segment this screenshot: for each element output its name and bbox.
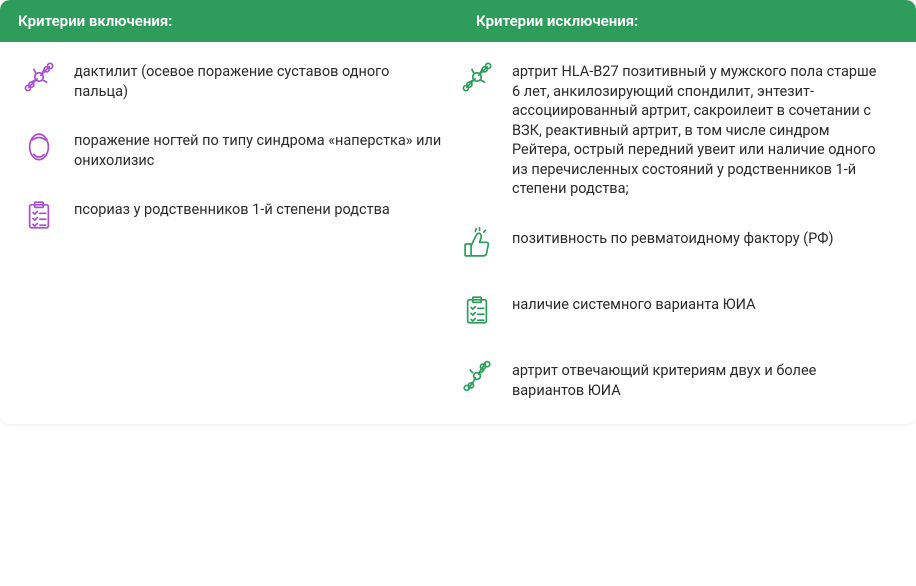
item-text: дактилит (осевое поражение суставов одно… bbox=[74, 60, 446, 101]
list-item: псориаз у родственников 1-й степени родс… bbox=[20, 198, 446, 236]
joint-icon bbox=[458, 60, 496, 98]
list-item: поражение ногтей по типу синдрома «напер… bbox=[20, 129, 446, 170]
item-text: поражение ногтей по типу синдрома «напер… bbox=[74, 129, 446, 170]
exclusion-header: Критерии исключения: bbox=[458, 0, 916, 42]
list-item: артрит отвечающий критериям двух и более… bbox=[458, 359, 884, 400]
header-row: Критерии включения: Критерии исключения: bbox=[0, 0, 916, 42]
joint2-icon bbox=[458, 359, 496, 397]
item-text: артрит HLA-B27 позитивный у мужского пол… bbox=[512, 60, 884, 199]
list-item: наличие системного варианта ЮИА bbox=[458, 293, 884, 331]
inclusion-title: Критерии включения: bbox=[18, 12, 172, 30]
criteria-card: Критерии включения: Критерии исключения:… bbox=[0, 0, 916, 424]
item-text: псориаз у родственников 1-й степени родс… bbox=[74, 198, 390, 220]
item-text: наличие системного варианта ЮИА bbox=[512, 293, 756, 315]
exclusion-title: Критерии исключения: bbox=[476, 12, 638, 30]
inclusion-header: Критерии включения: bbox=[0, 0, 458, 42]
inclusion-column: дактилит (осевое поражение суставов одно… bbox=[20, 60, 458, 400]
item-text: позитивность по ревматоидному фактору (Р… bbox=[512, 227, 834, 249]
list-item: позитивность по ревматоидному фактору (Р… bbox=[458, 227, 884, 265]
checklist-icon bbox=[20, 198, 58, 236]
list-item: дактилит (осевое поражение суставов одно… bbox=[20, 60, 446, 101]
checklist-icon bbox=[458, 293, 496, 331]
body-row: дактилит (осевое поражение суставов одно… bbox=[0, 42, 916, 424]
exclusion-column: артрит HLA-B27 позитивный у мужского пол… bbox=[458, 60, 896, 400]
nail-icon bbox=[20, 129, 58, 167]
thumbsup-icon bbox=[458, 227, 496, 265]
list-item: артрит HLA-B27 позитивный у мужского пол… bbox=[458, 60, 884, 199]
joint-icon bbox=[20, 60, 58, 98]
item-text: артрит отвечающий критериям двух и более… bbox=[512, 359, 884, 400]
